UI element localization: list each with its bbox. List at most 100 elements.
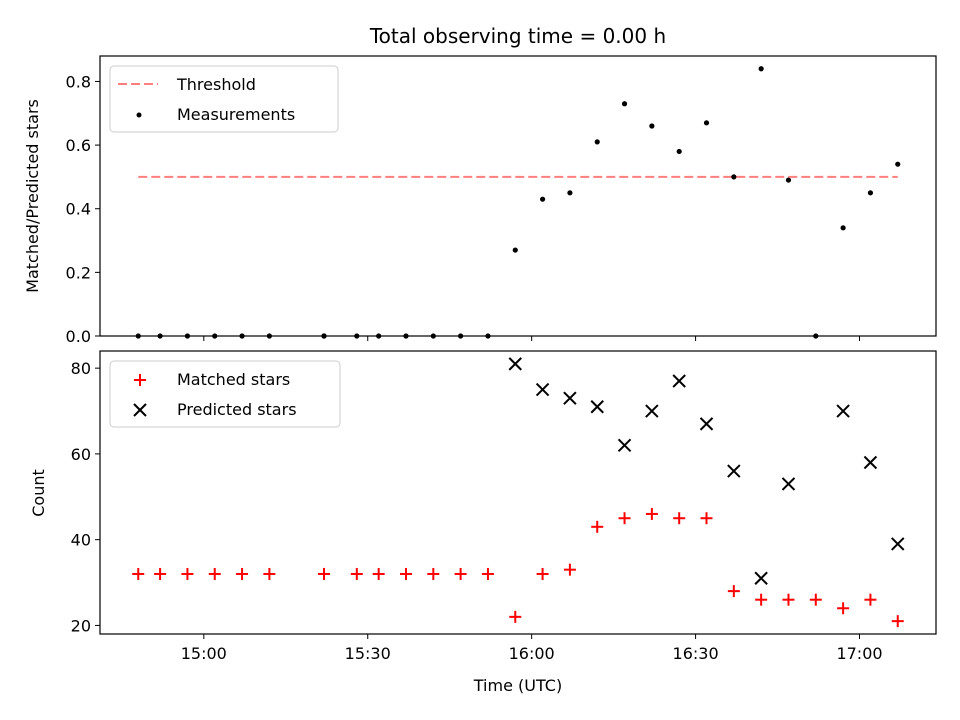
count-plot-area (132, 357, 905, 628)
ratio-panel: 0.00.20.40.60.8 Matched/Predicted stars … (23, 55, 937, 346)
legend-measurements-label: Measurements (177, 105, 295, 124)
matched-stars-point (399, 567, 412, 580)
measurement-point (594, 139, 600, 145)
count-legend: Matched stars Predicted stars (109, 360, 341, 428)
legend-threshold-label: Threshold (176, 75, 256, 94)
matched-stars-point (809, 593, 822, 606)
ratio-y-tick-label: 0.2 (66, 263, 91, 282)
matched-stars-point (837, 602, 850, 615)
predicted-stars-point (836, 404, 850, 418)
measurement-point (184, 333, 191, 339)
measurement-point (731, 174, 737, 180)
measurement-point (212, 333, 218, 339)
matched-stars-point (700, 512, 713, 525)
legend-predicted-swatch (133, 403, 147, 417)
matched-stars-point (154, 567, 167, 580)
count-x-tick-label: 16:30 (673, 644, 719, 663)
measurement-point (895, 161, 901, 167)
matched-stars-point (509, 610, 522, 623)
measurement-point (703, 120, 710, 126)
matched-stars-point (727, 585, 740, 598)
matched-stars-point (350, 567, 363, 580)
count-x-tick-label: 15:00 (181, 644, 227, 663)
ratio-y-tick-label: 0.4 (66, 200, 91, 219)
measurement-point (266, 333, 272, 339)
matched-stars-point (673, 512, 686, 525)
predicted-stars-point (508, 357, 522, 371)
matched-stars-point (782, 593, 795, 606)
measurement-point (157, 333, 163, 339)
measurement-point (621, 101, 628, 107)
measurement-point (840, 225, 846, 231)
legend-measurements-swatch (136, 112, 142, 118)
count-y-tick-label: 40 (71, 531, 91, 550)
predicted-stars-point (891, 537, 905, 551)
measurement-point (649, 123, 655, 129)
legend-matched-label: Matched stars (177, 370, 290, 389)
predicted-stars-point (699, 417, 714, 431)
measurement-point (403, 333, 409, 339)
measurement-point (376, 333, 382, 339)
predicted-stars-point (863, 455, 878, 470)
matched-stars-point (591, 520, 604, 533)
measurement-point (512, 247, 518, 253)
ratio-y-tick-label: 0.8 (66, 72, 91, 91)
count-x-tick-label: 17:00 (836, 644, 882, 663)
predicted-stars-point (563, 391, 577, 405)
ratio-legend-box (109, 65, 339, 133)
count-y-tick-label: 80 (71, 359, 91, 378)
matched-stars-point (236, 567, 249, 580)
measurement-point (458, 333, 464, 339)
count-y-axis: 20 40 60 80 (71, 359, 100, 635)
matched-stars-point (208, 567, 221, 580)
matched-stars-point (864, 593, 877, 606)
matched-stars-point (618, 512, 631, 525)
matched-stars-point (181, 567, 194, 580)
matched-stars-point (318, 567, 331, 580)
predicted-stars-point (617, 438, 632, 453)
measurement-point (239, 333, 245, 339)
count-x-tick-label: 16:00 (509, 644, 555, 663)
count-panel: 20 40 60 80 15:00 15:30 16:00 16:30 17:00 Count… (29, 350, 937, 695)
predicted-stars-point (535, 382, 550, 397)
count-plot-frame (99, 350, 937, 635)
ratio-legend: Threshold Measurements (109, 65, 339, 133)
matched-stars-point (563, 563, 576, 576)
predicted-stars-point (590, 400, 604, 414)
matched-stars-point (645, 507, 658, 520)
ratio-x-axis (203, 336, 861, 341)
measurement-point (567, 190, 573, 196)
matched-stars-point (427, 567, 440, 580)
measurement-point (785, 177, 792, 183)
legend-predicted-label: Predicted stars (177, 400, 297, 419)
ratio-y-tick-label: 0.6 (66, 136, 91, 155)
count-x-axis-label: Time (UTC) (473, 676, 562, 695)
matched-stars-point (755, 593, 768, 606)
matched-stars-point (891, 615, 904, 628)
measurement-point (485, 333, 491, 339)
measurement-point (430, 333, 436, 339)
predicted-stars-point (645, 404, 659, 418)
ratio-y-axis-label: Matched/Predicted stars (23, 99, 42, 293)
legend-matched-swatch (134, 374, 146, 386)
count-x-tick-label: 15:30 (345, 644, 391, 663)
measurement-point (321, 333, 327, 339)
ratio-plot-area (135, 66, 901, 339)
count-x-axis: 15:00 15:30 16:00 16:30 17:00 (181, 634, 883, 663)
predicted-stars-point (754, 571, 768, 585)
measurement-point (354, 333, 360, 339)
measurement-point (758, 66, 764, 72)
count-y-tick-label: 20 (71, 616, 91, 635)
ratio-plot-frame (99, 55, 937, 337)
predicted-stars-point (781, 477, 796, 491)
matched-stars-point (372, 567, 385, 580)
measurement-point (539, 196, 546, 202)
measurement-point (676, 148, 682, 155)
matched-stars-point (132, 567, 145, 580)
count-y-axis-label: Count (29, 469, 48, 517)
ratio-y-axis: 0.0 0.2 0.4 0.6 0.8 (66, 72, 100, 346)
predicted-stars-point (672, 374, 686, 388)
matched-stars-point (454, 567, 467, 580)
matched-stars-point (481, 567, 494, 580)
